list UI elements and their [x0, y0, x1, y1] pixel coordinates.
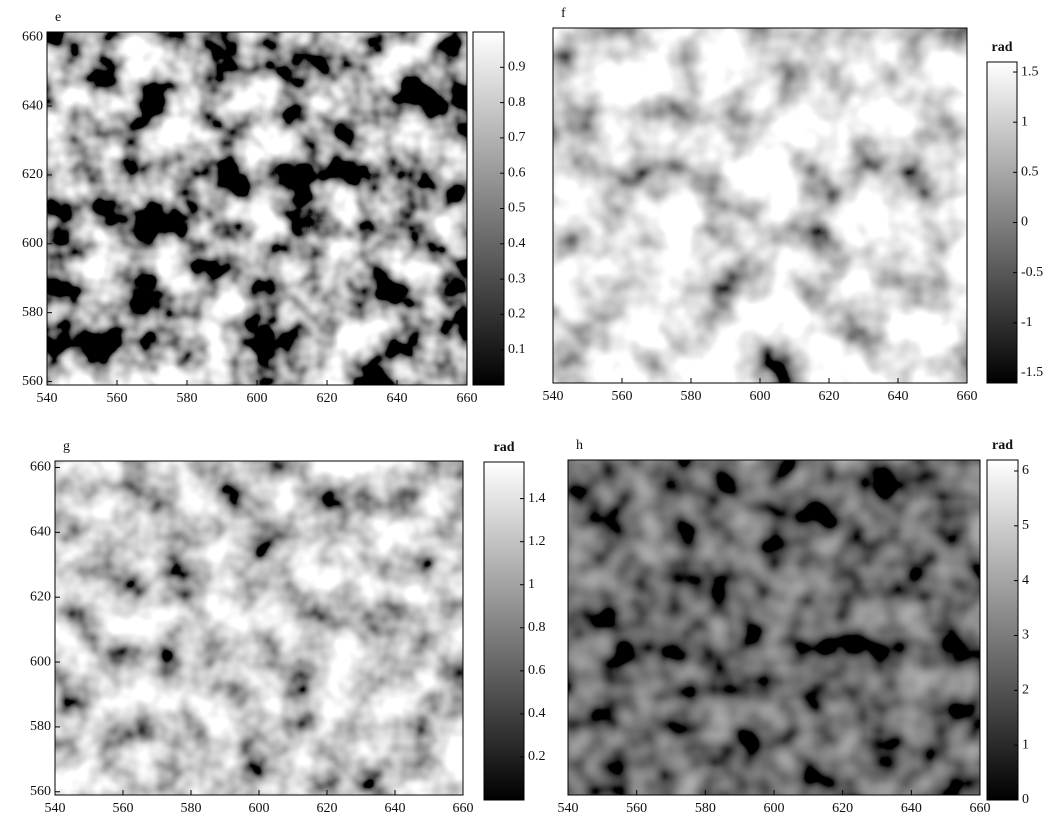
- y-tick-label: 600: [30, 654, 51, 669]
- x-tick-label: 640: [385, 801, 406, 816]
- colorbar-tick-label: 6: [1022, 463, 1029, 478]
- x-tick-label: 620: [317, 801, 338, 816]
- x-tick-label: 640: [888, 389, 909, 404]
- colorbar-tick-label: 0.3: [508, 271, 526, 286]
- y-tick-label: 640: [30, 525, 51, 540]
- x-tick-label: 640: [901, 801, 922, 816]
- colorbar-label: rad: [992, 438, 1013, 453]
- colorbar-label: rad: [992, 40, 1013, 55]
- heatmap-image: [47, 32, 467, 385]
- y-tick-label: 620: [30, 589, 51, 604]
- panel-label: f: [561, 6, 566, 21]
- y-tick-label: 560: [22, 374, 43, 389]
- x-tick-label: 560: [107, 391, 128, 406]
- colorbar-tick-label: 1.4: [528, 491, 546, 506]
- x-tick-label: 560: [626, 801, 647, 816]
- x-tick-label: 560: [612, 389, 633, 404]
- panel-label: h: [576, 438, 583, 453]
- colorbar: [986, 61, 1018, 384]
- x-tick-label: 620: [317, 391, 338, 406]
- panel-label: g: [63, 439, 70, 454]
- colorbar-tick-label: 0.4: [528, 706, 546, 721]
- heatmap-image: [55, 461, 463, 795]
- colorbar-tick-label: 0.9: [508, 60, 526, 75]
- y-tick-label: 640: [22, 98, 43, 113]
- x-tick-label: 660: [453, 801, 474, 816]
- x-tick-label: 580: [177, 391, 198, 406]
- colorbar: [483, 461, 525, 801]
- x-tick-label: 600: [249, 801, 270, 816]
- colorbar: [986, 459, 1019, 801]
- colorbar-tick-label: 3: [1022, 628, 1029, 643]
- x-tick-label: 580: [181, 801, 202, 816]
- panel-label: e: [55, 10, 61, 25]
- x-tick-label: 600: [764, 801, 785, 816]
- colorbar-tick-label: 1.5: [1021, 64, 1039, 79]
- colorbar-tick-label: 1: [1022, 737, 1029, 752]
- y-tick-label: 580: [22, 305, 43, 320]
- x-tick-label: 620: [832, 801, 853, 816]
- colorbar-tick-label: 0.5: [1021, 165, 1039, 180]
- colorbar-tick-label: 1: [1021, 114, 1028, 129]
- colorbar-tick-label: 0.8: [508, 95, 526, 110]
- colorbar-tick-label: 2: [1022, 683, 1029, 698]
- colorbar-tick-label: 0: [1021, 215, 1028, 230]
- colorbar-tick-label: 0.4: [508, 236, 526, 251]
- colorbar-tick-label: 0.5: [508, 201, 526, 216]
- x-tick-label: 540: [37, 391, 58, 406]
- colorbar-tick-label: -1.5: [1021, 365, 1043, 380]
- x-tick-label: 620: [819, 389, 840, 404]
- colorbar-tick-label: 0: [1022, 792, 1029, 807]
- x-tick-label: 660: [457, 391, 478, 406]
- y-tick-label: 660: [22, 29, 43, 44]
- x-tick-label: 580: [695, 801, 716, 816]
- colorbar: [472, 31, 505, 386]
- x-tick-label: 580: [681, 389, 702, 404]
- colorbar-tick-label: -0.5: [1021, 265, 1043, 280]
- heatmap-image: [553, 28, 967, 383]
- y-tick-label: 580: [30, 719, 51, 734]
- y-tick-label: 600: [22, 236, 43, 251]
- x-tick-label: 600: [750, 389, 771, 404]
- y-tick-label: 660: [30, 460, 51, 475]
- colorbar-tick-label: 0.8: [528, 620, 546, 635]
- colorbar-tick-label: -1: [1021, 315, 1033, 330]
- x-tick-label: 660: [957, 389, 978, 404]
- heatmap-image: [568, 460, 980, 795]
- colorbar-tick-label: 0.2: [528, 749, 546, 764]
- colorbar-tick-label: 1.2: [528, 534, 546, 549]
- x-tick-label: 540: [45, 801, 66, 816]
- colorbar-tick-label: 5: [1022, 518, 1029, 533]
- x-tick-label: 600: [247, 391, 268, 406]
- colorbar-tick-label: 0.6: [508, 165, 526, 180]
- colorbar-tick-label: 0.2: [508, 307, 526, 322]
- x-tick-label: 540: [558, 801, 579, 816]
- x-tick-label: 560: [113, 801, 134, 816]
- colorbar-tick-label: 1: [528, 577, 535, 592]
- x-tick-label: 660: [970, 801, 991, 816]
- x-tick-label: 640: [387, 391, 408, 406]
- y-tick-label: 560: [30, 784, 51, 799]
- colorbar-tick-label: 0.1: [508, 342, 526, 357]
- colorbar-tick-label: 4: [1022, 573, 1029, 588]
- x-tick-label: 540: [543, 389, 564, 404]
- y-tick-label: 620: [22, 167, 43, 182]
- colorbar-label: rad: [494, 440, 515, 455]
- colorbar-tick-label: 0.6: [528, 663, 546, 678]
- colorbar-tick-label: 0.7: [508, 130, 526, 145]
